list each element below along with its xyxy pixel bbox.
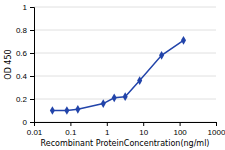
y-tick: 0.8	[16, 26, 34, 35]
y-tick-label: 0	[23, 118, 28, 127]
x-tick-label: 1	[105, 128, 110, 137]
point	[123, 92, 128, 101]
x-axis-line	[35, 123, 217, 127]
point	[101, 99, 106, 108]
x-tick-mark	[143, 122, 144, 126]
grid-line	[34, 76, 216, 77]
x-tick-label: 1000	[208, 128, 225, 137]
y-tick-mark	[30, 30, 34, 31]
point	[181, 36, 186, 45]
x-tick: 0.01	[27, 122, 43, 137]
x-tick: 10	[139, 122, 148, 137]
x-tick-mark	[107, 122, 108, 126]
y-tick-mark	[30, 76, 34, 77]
plot-area: 0.01 0.1 1 10 100 1000 0 0.2 0.4 0.6 0.8 1	[16, 3, 225, 137]
series	[50, 36, 186, 115]
y-tick-label: 0.2	[16, 95, 28, 104]
line	[52, 40, 183, 110]
y-tick-label: 0.6	[16, 49, 28, 58]
y-tick: 0.6	[16, 49, 34, 58]
y-tick-label: 0.4	[16, 72, 28, 81]
chart: 0.01 0.1 1 10 100 1000 0 0.2 0.4 0.6 0.8 1 Recombina…	[0, 0, 225, 150]
grid-line	[34, 53, 216, 54]
x-tick-label: 100	[173, 128, 187, 137]
x-tick-label: 10	[139, 128, 148, 137]
x-tick: 1	[105, 122, 110, 137]
grid	[34, 7, 216, 122]
y-tick-label: 0.8	[16, 26, 28, 35]
x-axis: 0.01 0.1 1 10 100 1000	[27, 122, 225, 137]
y-tick-label: 1	[23, 3, 28, 12]
x-tick: 0.1	[65, 122, 77, 137]
point	[137, 76, 142, 85]
y-tick-mark	[30, 7, 34, 8]
x-tick: 1000	[208, 122, 225, 137]
y-axis-title: OD 450	[4, 49, 13, 79]
point	[75, 105, 80, 114]
x-tick: 100	[173, 122, 187, 137]
y-tick-mark	[30, 122, 34, 123]
point	[159, 51, 164, 60]
y-axis: 0 0.2 0.4 0.6 0.8 1	[16, 3, 35, 127]
y-tick: 0	[23, 118, 34, 127]
point	[112, 93, 117, 102]
y-axis-line	[30, 8, 35, 123]
x-tick-mark	[180, 122, 181, 126]
point	[64, 106, 69, 115]
y-tick: 0.4	[16, 72, 34, 81]
x-tick-label: 0.01	[27, 128, 43, 137]
x-tick-label: 0.1	[65, 128, 77, 137]
x-tick-mark	[70, 122, 71, 126]
point	[50, 106, 55, 115]
grid-line	[34, 30, 216, 31]
y-tick: 1	[23, 3, 34, 12]
grid-line	[34, 7, 216, 8]
y-tick-mark	[30, 53, 34, 54]
x-axis-title: Recombinant ProteinConcentration(ng/ml)	[41, 139, 210, 148]
y-tick: 0.2	[16, 95, 34, 104]
x-tick-mark	[216, 122, 217, 126]
y-tick-mark	[30, 99, 34, 100]
